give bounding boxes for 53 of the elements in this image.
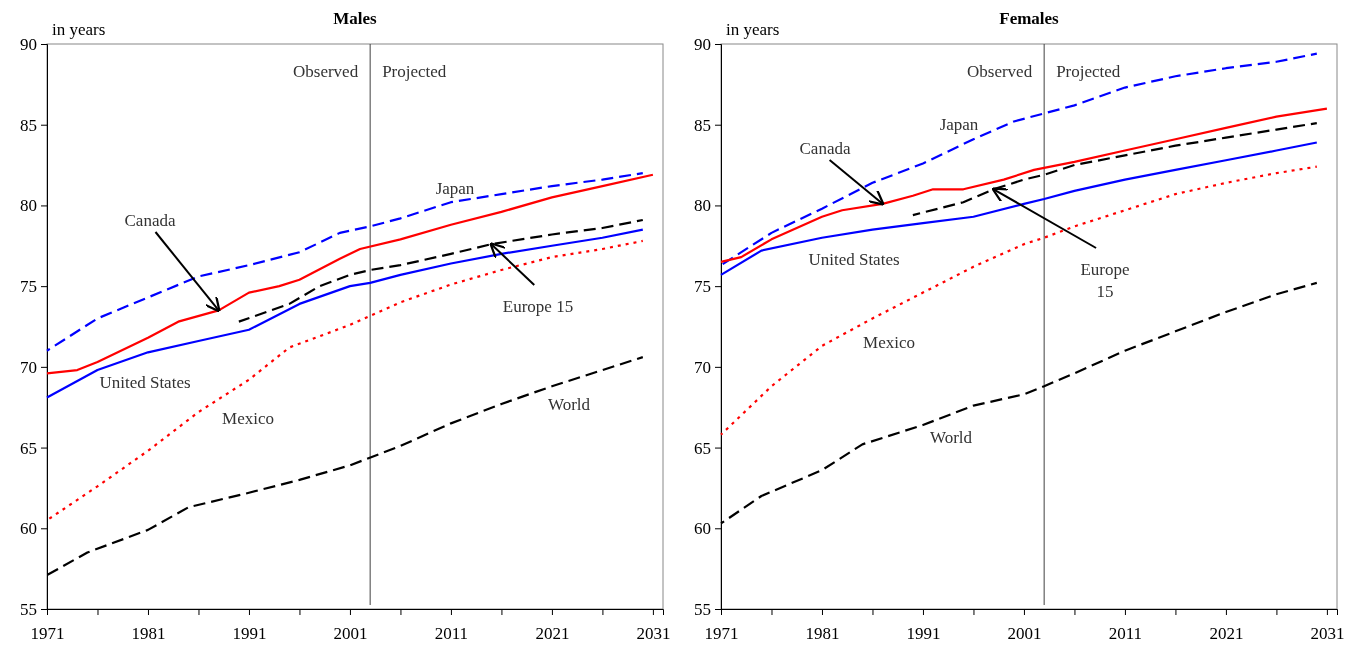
- series-label: World: [547, 395, 591, 414]
- y-tick-label: 80: [694, 196, 711, 216]
- y-tick-label: 85: [694, 115, 711, 135]
- y-tick-label: 75: [20, 277, 37, 297]
- y-axis-title: in years: [726, 20, 780, 39]
- series-label: Japan: [435, 179, 475, 198]
- series-label: United States: [99, 373, 191, 392]
- x-tick-label: 2031: [1310, 624, 1345, 644]
- chart-title: Females: [999, 9, 1060, 28]
- series-label: Mexico: [863, 333, 915, 352]
- x-tick-label: 2011: [1108, 624, 1143, 644]
- y-tick-label: 60: [20, 519, 37, 539]
- series-label: Japan: [939, 115, 979, 134]
- x-tick-label: 2011: [434, 624, 469, 644]
- y-tick-label: 85: [20, 115, 37, 135]
- annotation: Projected: [1056, 62, 1121, 81]
- y-tick-label: 75: [694, 277, 711, 297]
- annotation: Canada: [799, 139, 851, 158]
- y-tick-label: 65: [694, 438, 711, 458]
- y-tick-label: 90: [694, 34, 711, 54]
- annotation: Observed: [966, 62, 1033, 81]
- y-axis-title: in years: [52, 20, 106, 39]
- annotation: Projected: [382, 62, 447, 81]
- line-series: [45, 228, 644, 399]
- x-tick-label: 1971: [30, 624, 65, 644]
- series-label: Mexico: [222, 409, 274, 428]
- y-tick-label: 80: [20, 196, 37, 216]
- x-tick-label: 1991: [232, 624, 267, 644]
- y-tick-label: 55: [20, 599, 37, 619]
- annotation: Observed: [292, 62, 359, 81]
- line-series: [719, 107, 1328, 264]
- y-tick-label: 60: [694, 519, 711, 539]
- x-tick-label: 1991: [906, 624, 941, 644]
- series-label: World: [929, 428, 973, 447]
- annotation: Europe 15: [502, 297, 574, 316]
- y-tick-label: 70: [20, 357, 37, 377]
- line-series: [237, 218, 644, 323]
- y-tick-label: 70: [694, 357, 711, 377]
- x-tick-label: 2031: [636, 624, 671, 644]
- chart-title: Males: [333, 9, 378, 28]
- y-tick-label: 55: [694, 599, 711, 619]
- x-tick-label: 1971: [704, 624, 739, 644]
- y-tick-label: 65: [20, 438, 37, 458]
- annotation: Canada: [124, 211, 176, 230]
- series-label: United States: [808, 250, 900, 269]
- x-tick-label: 2021: [535, 624, 570, 644]
- x-tick-label: 1981: [131, 624, 166, 644]
- x-tick-label: 2021: [1209, 624, 1244, 644]
- y-tick-label: 90: [20, 34, 37, 54]
- x-tick-label: 2001: [333, 624, 368, 644]
- x-tick-label: 1981: [805, 624, 840, 644]
- annotation: Europe 15: [1080, 260, 1130, 301]
- x-tick-label: 2001: [1007, 624, 1042, 644]
